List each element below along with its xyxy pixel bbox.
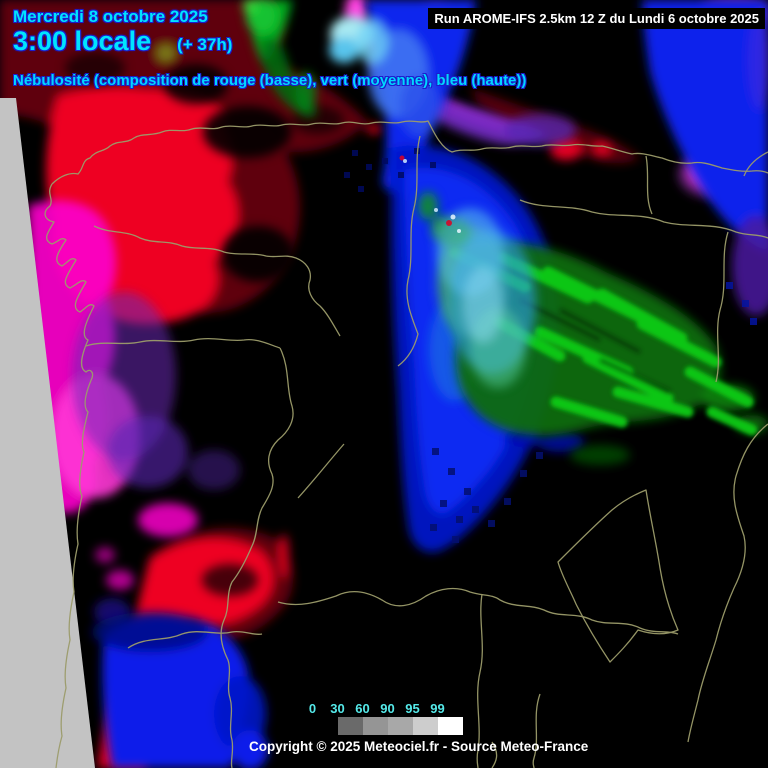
border-portugal-north (85, 337, 281, 349)
border-north-provinces (519, 199, 768, 239)
west-coastline (44, 183, 95, 768)
legend-tick-60: 60 (355, 701, 370, 716)
legend-tick-99: 99 (430, 701, 445, 716)
copyright-text: Copyright © 2025 Meteociel.fr - Source M… (249, 739, 589, 754)
legend-tick-30: 30 (330, 701, 345, 716)
north-coastline (51, 120, 768, 185)
border-castile-south (277, 587, 679, 635)
legend-swatches (313, 717, 480, 735)
border-center-diagonal (297, 443, 345, 499)
forecast-date: Mercredi 8 octobre 2025 (13, 7, 208, 26)
legend-labels: 0 30 60 90 95 99 (300, 701, 480, 716)
legend-tick-95: 95 (405, 701, 420, 716)
border-right-3 (687, 423, 768, 743)
border-right-2 (715, 231, 729, 383)
border-leon (397, 135, 421, 367)
forecast-time-row: 3:00 locale (+ 37h) (13, 26, 232, 57)
map-subtitle: Nébulosité (composition de rouge (basse)… (13, 72, 527, 89)
legend-swatch-3 (388, 717, 413, 735)
legend-swatch-0 (313, 717, 338, 735)
legend-tick-90: 90 (380, 701, 395, 716)
cloud-layer-cyan-overlap (432, 208, 536, 388)
cloud-layer-purple (72, 4, 576, 626)
run-info-box: Run AROME-IFS 2.5km 12 Z du Lundi 6 octo… (428, 8, 765, 29)
border-center-vertical (476, 593, 483, 768)
legend-swatch-1 (338, 717, 363, 735)
cloud-cover-legend: 0 30 60 90 95 99 (300, 701, 480, 735)
out-of-domain-region (0, 98, 95, 768)
speckle-layer (344, 148, 757, 543)
forecast-offset: (+ 37h) (177, 35, 233, 54)
legend-swatch-2 (363, 717, 388, 735)
legend-swatch-5 (438, 717, 463, 735)
border-galicia (93, 225, 341, 337)
legend-tick-0: 0 (308, 701, 317, 716)
border-douro (127, 630, 263, 649)
border-right-1 (743, 151, 768, 177)
border-bottom-2 (491, 741, 498, 768)
forecast-time: 3:00 locale (13, 26, 152, 56)
border-madrid (557, 489, 679, 663)
legend-swatch-4 (413, 717, 438, 735)
border-bottom-1 (532, 693, 541, 768)
borders-layer (44, 120, 768, 768)
border-basque (645, 155, 653, 215)
border-portugal-east (220, 347, 294, 768)
